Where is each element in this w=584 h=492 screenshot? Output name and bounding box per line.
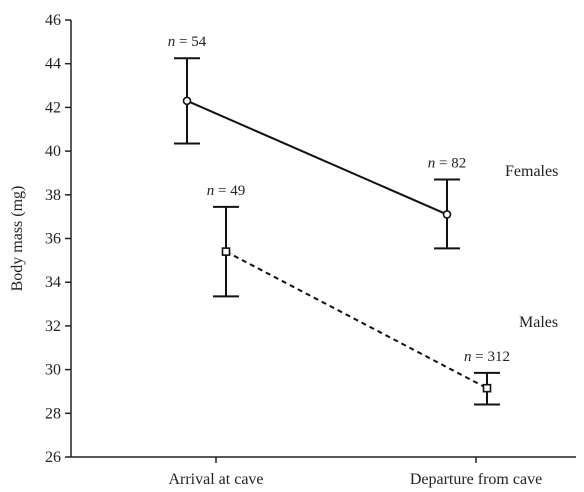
y-tick-label: 44: [45, 56, 61, 73]
sample-size-label: n = 49: [207, 183, 245, 199]
y-tick-label: 40: [45, 143, 61, 160]
data-point-square: [221, 247, 231, 256]
sample-size-label: n = 82: [428, 156, 466, 172]
y-axis-label: Body mass (mg): [9, 186, 26, 292]
sample-size-label: n = 312: [464, 349, 510, 365]
females-line: [186, 99, 448, 216]
x-category-label: Arrival at cave: [168, 471, 263, 488]
y-tick-label: 36: [45, 231, 61, 248]
x-category-label: Departure from cave: [410, 471, 542, 488]
y-tick-label: 46: [45, 12, 61, 29]
data-point-square: [482, 383, 492, 393]
chart-marks: [174, 57, 500, 406]
chart-labels: 26 28 30 32 34 36 38 40 42 44 46 Arrival at cave Dep…: [9, 12, 558, 488]
y-tick-label: 34: [45, 274, 61, 291]
data-point-circle: [182, 96, 192, 106]
y-tick-label: 28: [45, 405, 61, 422]
series-label-males: Males: [519, 314, 558, 331]
y-tick-label: 30: [45, 362, 61, 379]
axes: [65, 19, 576, 463]
y-tick-label: 42: [45, 99, 61, 116]
y-tick-label: 32: [45, 318, 61, 335]
sample-size-label: n = 54: [168, 34, 207, 50]
y-tick-label: 26: [45, 449, 61, 466]
y-tick-label: 38: [45, 187, 61, 204]
males-line: [225, 250, 488, 390]
data-point-circle: [442, 210, 452, 219]
series-label-females: Females: [505, 163, 558, 180]
